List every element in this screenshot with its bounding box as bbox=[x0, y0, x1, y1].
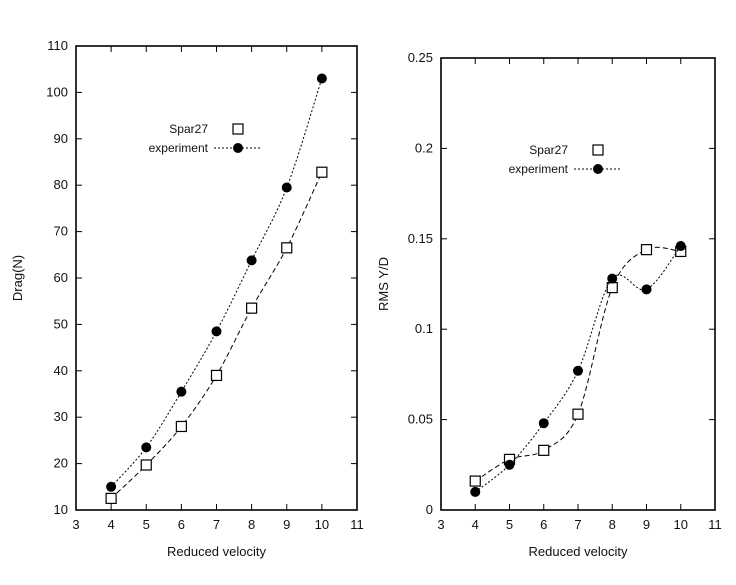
x-tick-label: 5 bbox=[506, 517, 513, 532]
x-tick-label: 3 bbox=[437, 517, 444, 532]
legend-marker-square bbox=[232, 123, 244, 135]
data-point-circle bbox=[470, 486, 481, 497]
y-tick-label: 0.15 bbox=[408, 231, 433, 246]
y-tick-label: 110 bbox=[47, 38, 68, 53]
data-point-square bbox=[538, 444, 550, 456]
legend-label: Spar27 bbox=[169, 122, 208, 136]
data-point-circle bbox=[141, 442, 152, 453]
y-axis-label: Drag(N) bbox=[10, 255, 25, 301]
x-tick-label: 4 bbox=[472, 517, 479, 532]
x-tick-label: 4 bbox=[108, 517, 115, 532]
x-tick-label: 7 bbox=[574, 517, 581, 532]
y-tick-label: 10 bbox=[54, 502, 68, 517]
y-tick-label: 40 bbox=[54, 363, 68, 378]
data-point-circle bbox=[246, 255, 257, 266]
data-point-circle bbox=[316, 73, 327, 84]
x-tick-label: 9 bbox=[283, 517, 290, 532]
x-tick-label: 9 bbox=[643, 517, 650, 532]
plot-frame bbox=[440, 57, 716, 511]
data-point-square bbox=[469, 475, 481, 487]
data-point-circle bbox=[607, 273, 618, 284]
y-tick-label: 0.05 bbox=[408, 412, 433, 427]
x-axis-label: Reduced velocity bbox=[529, 544, 628, 559]
legend-label: experiment bbox=[509, 162, 569, 176]
data-point-circle bbox=[675, 241, 686, 252]
data-point-square bbox=[246, 302, 258, 314]
y-tick-label: 0 bbox=[426, 502, 433, 517]
x-tick-label: 10 bbox=[315, 517, 329, 532]
y-tick-label: 100 bbox=[46, 84, 68, 99]
y-tick-label: 60 bbox=[54, 270, 68, 285]
legend-label: Spar27 bbox=[529, 143, 568, 157]
y-tick-label: 70 bbox=[54, 224, 68, 239]
data-point-circle bbox=[176, 386, 187, 397]
x-tick-label: 10 bbox=[674, 517, 688, 532]
legend-label: experiment bbox=[149, 141, 209, 155]
data-point-circle bbox=[641, 284, 652, 295]
data-point-square bbox=[281, 242, 293, 254]
legend: Spar27 experiment bbox=[149, 122, 262, 155]
data-point-square bbox=[640, 244, 653, 256]
y-tick-label: 0.2 bbox=[415, 140, 433, 155]
legend-marker-circle bbox=[233, 143, 243, 153]
y-tick-label: 80 bbox=[54, 177, 68, 192]
y-tick-label: 20 bbox=[54, 456, 68, 471]
y-tick-label: 0.25 bbox=[408, 50, 433, 65]
chart-2: 3 4 5 6 7 8 9 10 11 0 0.05 0.1 0.15 0.2 0.25 Reduced ve… bbox=[376, 50, 722, 559]
x-tick-label: 11 bbox=[708, 517, 722, 532]
data-point-circle bbox=[538, 418, 549, 429]
x-tick-label: 3 bbox=[72, 517, 79, 532]
data-point-square bbox=[316, 166, 328, 178]
legend-marker-circle bbox=[593, 164, 603, 174]
x-tick-label: 6 bbox=[540, 517, 547, 532]
data-point-square bbox=[140, 459, 152, 471]
series-line-experiment bbox=[110, 78, 323, 488]
y-tick-label: 90 bbox=[54, 131, 68, 146]
data-point-square bbox=[572, 408, 584, 420]
x-tick-label: 7 bbox=[213, 517, 220, 532]
legend: Spar27 experiment bbox=[509, 143, 622, 176]
data-point-circle bbox=[106, 481, 117, 492]
y-tick-label: 0.1 bbox=[415, 321, 433, 336]
legend-marker-square bbox=[592, 144, 604, 156]
data-point-circle bbox=[504, 459, 515, 470]
x-tick-label: 6 bbox=[178, 517, 185, 532]
x-axis-label: Reduced velocity bbox=[167, 544, 266, 559]
y-axis-label: RMS Y/D bbox=[376, 257, 391, 311]
x-tick-label: 8 bbox=[248, 517, 255, 532]
data-point-square bbox=[210, 369, 223, 382]
series-line-spar27 bbox=[474, 246, 681, 482]
x-tick-label: 5 bbox=[143, 517, 150, 532]
data-point-square bbox=[105, 492, 117, 504]
x-tick-label: 8 bbox=[609, 517, 616, 532]
y-tick-label: 30 bbox=[54, 409, 68, 424]
chart-1: 3 4 5 6 7 8 9 10 11 10 20 30 40 50 60 70 80 90 100 110 Reduc… bbox=[10, 38, 364, 559]
data-point-square bbox=[175, 420, 187, 433]
data-point-circle bbox=[211, 326, 222, 337]
plot-frame bbox=[75, 45, 358, 511]
data-point-circle bbox=[573, 365, 583, 376]
y-tick-label: 50 bbox=[54, 316, 68, 331]
data-point-circle bbox=[281, 182, 292, 193]
x-tick-label: 11 bbox=[350, 517, 364, 532]
